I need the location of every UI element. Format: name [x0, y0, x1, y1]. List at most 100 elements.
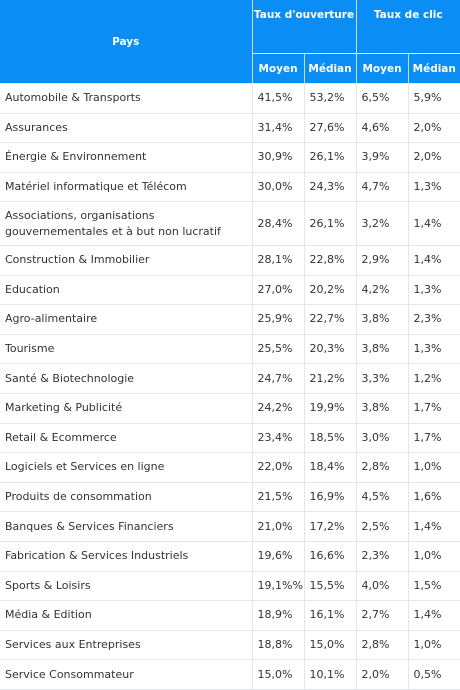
- click-mean-header: Moyen: [356, 53, 409, 84]
- sector-cell: Retail & Ecommerce: [0, 422, 253, 454]
- table-row: Retail & Ecommerce 23,4% 18,5% 3,0% 1,7%: [0, 422, 460, 454]
- sector-cell: Produits de consommation: [0, 481, 253, 513]
- click-median-cell: 1,0%: [407, 452, 460, 483]
- click-median-header: Médian: [408, 53, 460, 84]
- open-mean-cell: 21,5%: [251, 481, 305, 513]
- click-rate-group-header: Taux de clic: [356, 0, 460, 54]
- table-row: Sports & Loisirs 19,1%% 15,5% 4,0% 1,5%: [0, 570, 460, 602]
- click-median-cell: 1,6%: [407, 481, 460, 513]
- sector-cell: Santé & Biotechnologie: [0, 363, 253, 394]
- open-mean-header: Moyen: [252, 53, 305, 84]
- sector-cell: Services aux Entreprises: [0, 629, 253, 661]
- sector-cell: Fabrication & Services Industriels: [0, 540, 253, 572]
- country-column-header: Pays: [0, 0, 253, 84]
- click-median-cell: 2,0%: [407, 112, 460, 144]
- click-median-cell: 1,3%: [407, 333, 460, 365]
- table-row: Services aux Entreprises 18,8% 15,0% 2,8% 1,…: [0, 629, 460, 661]
- click-mean-cell: 4,7%: [355, 171, 409, 203]
- click-median-cell: 5,9%: [407, 83, 460, 114]
- click-median-cell: 1,4%: [407, 201, 460, 246]
- open-mean-cell: 30,0%: [251, 171, 305, 203]
- click-mean-cell: 2,8%: [355, 629, 409, 661]
- open-median-cell: 27,6%: [303, 112, 357, 144]
- table-row: Banques & Services Financiers 21,0% 17,2% 2…: [0, 511, 460, 542]
- sector-cell: Assurances: [0, 112, 253, 144]
- open-mean-cell: 19,6%: [251, 540, 305, 572]
- click-mean-cell: 3,8%: [355, 304, 409, 335]
- click-mean-cell: 2,5%: [355, 511, 409, 542]
- click-mean-cell: 3,8%: [355, 333, 409, 365]
- click-mean-cell: 4,2%: [355, 274, 409, 306]
- open-median-cell: 19,9%: [303, 392, 357, 424]
- click-median-cell: 2,3%: [407, 304, 460, 335]
- open-median-cell: 16,1%: [303, 600, 357, 631]
- click-mean-cell: 4,6%: [355, 112, 409, 144]
- sector-cell: Média & Edition: [0, 600, 253, 631]
- open-median-cell: 22,8%: [303, 244, 357, 276]
- click-mean-cell: 3,8%: [355, 392, 409, 424]
- click-mean-cell: 3,3%: [355, 363, 409, 394]
- sector-cell: Agro-alimentaire: [0, 304, 253, 335]
- table-row: Énergie & Environnement 30,9% 26,1% 3,9% 2,0…: [0, 142, 460, 173]
- open-median-cell: 15,5%: [303, 570, 357, 602]
- open-median-header: Médian: [304, 53, 357, 84]
- table-row: Automobile & Transports 41,5% 53,2% 6,5% 5,9…: [0, 83, 460, 114]
- click-mean-cell: 6,5%: [355, 83, 409, 114]
- click-median-cell: 1,5%: [407, 570, 460, 602]
- open-median-cell: 20,3%: [303, 333, 357, 365]
- sector-cell: Marketing & Publicité: [0, 392, 253, 424]
- open-median-cell: 15,0%: [303, 629, 357, 661]
- click-mean-cell: 4,5%: [355, 481, 409, 513]
- open-mean-cell: 19,1%%: [251, 570, 305, 602]
- click-mean-cell: 3,0%: [355, 422, 409, 454]
- sector-cell: Logiciels et Services en ligne: [0, 452, 253, 483]
- sector-cell: Automobile & Transports: [0, 83, 253, 114]
- open-median-cell: 16,9%: [303, 481, 357, 513]
- open-mean-cell: 18,8%: [251, 629, 305, 661]
- table-body: Automobile & Transports 41,5% 53,2% 6,5% 5,9…: [0, 83, 460, 690]
- click-median-cell: 1,3%: [407, 171, 460, 203]
- open-mean-cell: 28,4%: [251, 201, 305, 246]
- click-median-cell: 1,7%: [407, 422, 460, 454]
- click-median-cell: 2,0%: [407, 142, 460, 173]
- click-median-cell: 1,2%: [407, 363, 460, 394]
- table-row: Associations, organisations gouvernement…: [0, 201, 460, 246]
- open-mean-cell: 25,5%: [251, 333, 305, 365]
- table-row: Education 27,0% 20,2% 4,2% 1,3%: [0, 274, 460, 306]
- table-row: Fabrication & Services Industriels 19,6% 1…: [0, 540, 460, 572]
- click-mean-cell: 4,0%: [355, 570, 409, 602]
- table-row: Média & Edition 18,9% 16,1% 2,7% 1,4%: [0, 600, 460, 631]
- table-row: Construction & Immobilier 28,1% 22,8% 2,9% 1…: [0, 244, 460, 276]
- click-median-cell: 1,0%: [407, 540, 460, 572]
- open-median-cell: 18,5%: [303, 422, 357, 454]
- open-mean-cell: 25,9%: [251, 304, 305, 335]
- table-row: Agro-alimentaire 25,9% 22,7% 3,8% 2,3%: [0, 304, 460, 335]
- open-median-cell: 22,7%: [303, 304, 357, 335]
- table-row: Marketing & Publicité 24,2% 19,9% 3,8% 1,7%: [0, 392, 460, 424]
- click-mean-cell: 2,3%: [355, 540, 409, 572]
- open-median-cell: 53,2%: [303, 83, 357, 114]
- click-mean-cell: 2,8%: [355, 452, 409, 483]
- click-mean-cell: 3,2%: [355, 201, 409, 246]
- sector-cell: Construction & Immobilier: [0, 244, 253, 276]
- click-median-cell: 1,4%: [407, 511, 460, 542]
- table-row: Produits de consommation 21,5% 16,9% 4,5% 1,…: [0, 481, 460, 513]
- open-median-cell: 26,1%: [303, 142, 357, 173]
- open-median-cell: 20,2%: [303, 274, 357, 306]
- click-median-cell: 1,3%: [407, 274, 460, 306]
- open-mean-cell: 41,5%: [251, 83, 305, 114]
- open-median-cell: 21,2%: [303, 363, 357, 394]
- open-mean-cell: 21,0%: [251, 511, 305, 542]
- open-mean-cell: 22,0%: [251, 452, 305, 483]
- open-mean-cell: 24,2%: [251, 392, 305, 424]
- sector-cell: Education: [0, 274, 253, 306]
- sector-cell: Matériel informatique et Télécom: [0, 171, 253, 203]
- open-median-cell: 24,3%: [303, 171, 357, 203]
- open-rate-group-header: Taux d'ouverture: [252, 0, 357, 54]
- table-row: Matériel informatique et Télécom 30,0% 24,…: [0, 171, 460, 203]
- open-median-cell: 26,1%: [303, 201, 357, 246]
- sector-cell: Énergie & Environnement: [0, 142, 253, 173]
- click-median-cell: 1,4%: [407, 600, 460, 631]
- open-mean-cell: 28,1%: [251, 244, 305, 276]
